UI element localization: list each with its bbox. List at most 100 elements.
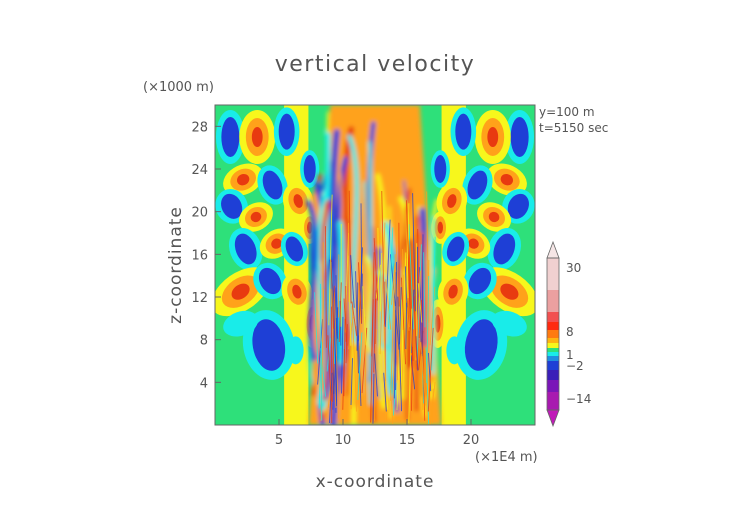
- core-fine-streak: [395, 272, 397, 391]
- colorbar-segment: [547, 290, 559, 312]
- core-fine-streak: [338, 282, 342, 342]
- wave-blob: [464, 319, 498, 371]
- core-fine-streak: [317, 318, 324, 385]
- wave-blob: [303, 155, 316, 183]
- core-fine-streak: [423, 252, 426, 328]
- colorbar-segment: [547, 258, 559, 290]
- core-fine-streak: [330, 259, 334, 329]
- wave-blob: [287, 336, 304, 365]
- core-fine-streak: [362, 286, 367, 346]
- x-tick-label: 10: [335, 433, 352, 448]
- wave-blob: [446, 236, 465, 262]
- colorbar-segment: [547, 330, 559, 338]
- core-fine-streak: [373, 329, 377, 422]
- core-fine-streak: [428, 352, 432, 392]
- colorbar-extend-max: [546, 240, 560, 259]
- wave-blob: [468, 238, 479, 249]
- wave-blob: [467, 170, 488, 200]
- core-streak: [383, 221, 396, 397]
- core-fine-streak: [408, 308, 413, 423]
- core-fine-streak: [324, 226, 327, 348]
- core-fine-streak: [335, 275, 339, 339]
- core-fine-streak: [341, 316, 344, 394]
- core-fine-streak: [408, 224, 415, 330]
- wave-blob: [251, 127, 263, 147]
- wave-blob: [447, 194, 457, 208]
- core-fine-streak: [314, 292, 319, 364]
- wave-blob: [507, 193, 529, 219]
- core-fine-streak: [384, 219, 391, 327]
- y-tick-label: 24: [191, 163, 208, 178]
- colorbar-segment: [547, 352, 559, 356]
- core-fine-streak: [426, 276, 430, 383]
- colorbar-segment: [547, 370, 559, 380]
- core-fine-streak: [387, 227, 394, 330]
- core-fine-streak: [396, 299, 403, 411]
- wave-blob: [500, 283, 519, 300]
- wave-blob: [221, 193, 243, 219]
- y-axis: 4 8 12 16 20 24 28: [191, 120, 221, 391]
- core-fine-streak: [342, 349, 345, 410]
- colorbar-segment: [547, 380, 559, 392]
- wave-blob: [500, 174, 514, 186]
- core-fine-streak: [429, 382, 436, 425]
- turbulent-core-fine: [314, 190, 436, 425]
- wave-blob: [437, 221, 443, 234]
- x-tick-label: 15: [399, 433, 416, 448]
- wave-blob: [258, 267, 282, 295]
- core-fine-streak: [412, 193, 416, 312]
- colorbar-extend-min: [546, 409, 560, 428]
- core-fine-streak: [420, 342, 427, 406]
- core-fine-streak: [397, 296, 403, 412]
- core-fine-streak: [417, 283, 423, 323]
- core-fine-streak: [395, 310, 400, 350]
- y-unit-label: (×1000 m): [143, 80, 214, 95]
- core-streak: [324, 256, 333, 399]
- core-fine-streak: [351, 301, 358, 336]
- core-fine-streak: [373, 290, 377, 373]
- colorbar-frame: [546, 257, 560, 411]
- wave-blob: [292, 284, 302, 299]
- core-fine-streak: [399, 287, 402, 345]
- core-fine-streak: [348, 190, 352, 304]
- core-fine-streak: [427, 327, 434, 412]
- y-axis-label: z-coordinate: [166, 206, 186, 324]
- wave-blob: [234, 233, 257, 265]
- colorbar-tick-label: −14: [566, 392, 591, 406]
- wave-blob: [468, 267, 492, 295]
- chart-title: vertical velocity: [275, 52, 476, 77]
- core-streak: [375, 173, 387, 409]
- wave-blob: [455, 113, 472, 150]
- x-tick-label: 5: [275, 433, 283, 448]
- wave-blob: [293, 194, 303, 208]
- core-fine-streak: [410, 355, 416, 390]
- wave-blob: [435, 314, 441, 333]
- core-fine-streak: [404, 294, 410, 331]
- colorbar-segment: [547, 392, 559, 410]
- core-fine-streak: [383, 372, 387, 412]
- y-tick-label: 20: [191, 206, 208, 221]
- core-streak: [376, 270, 387, 349]
- core-streak: [345, 219, 350, 397]
- core-streak: [364, 255, 373, 353]
- core-fine-streak: [332, 285, 335, 402]
- core-fine-streak: [406, 203, 410, 302]
- plot-frame: [214, 104, 536, 426]
- core-fine-streak: [333, 292, 339, 419]
- core-fine-streak: [361, 273, 363, 324]
- core-fine-streak: [327, 335, 332, 401]
- core-fine-streak: [357, 332, 363, 400]
- colorbar-segment: [547, 356, 559, 361]
- wave-blob: [221, 117, 240, 157]
- wave-blob: [434, 155, 447, 183]
- core-fine-streak: [405, 200, 412, 331]
- heatmap-field: [215, 105, 535, 425]
- core-fine-streak: [379, 252, 383, 312]
- core-fine-streak: [405, 302, 408, 350]
- core-fine-streak: [431, 388, 434, 424]
- core-fine-streak: [328, 194, 333, 326]
- core-fine-streak: [370, 299, 374, 423]
- y-tick-label: 4: [200, 376, 208, 391]
- wave-blob: [448, 284, 458, 299]
